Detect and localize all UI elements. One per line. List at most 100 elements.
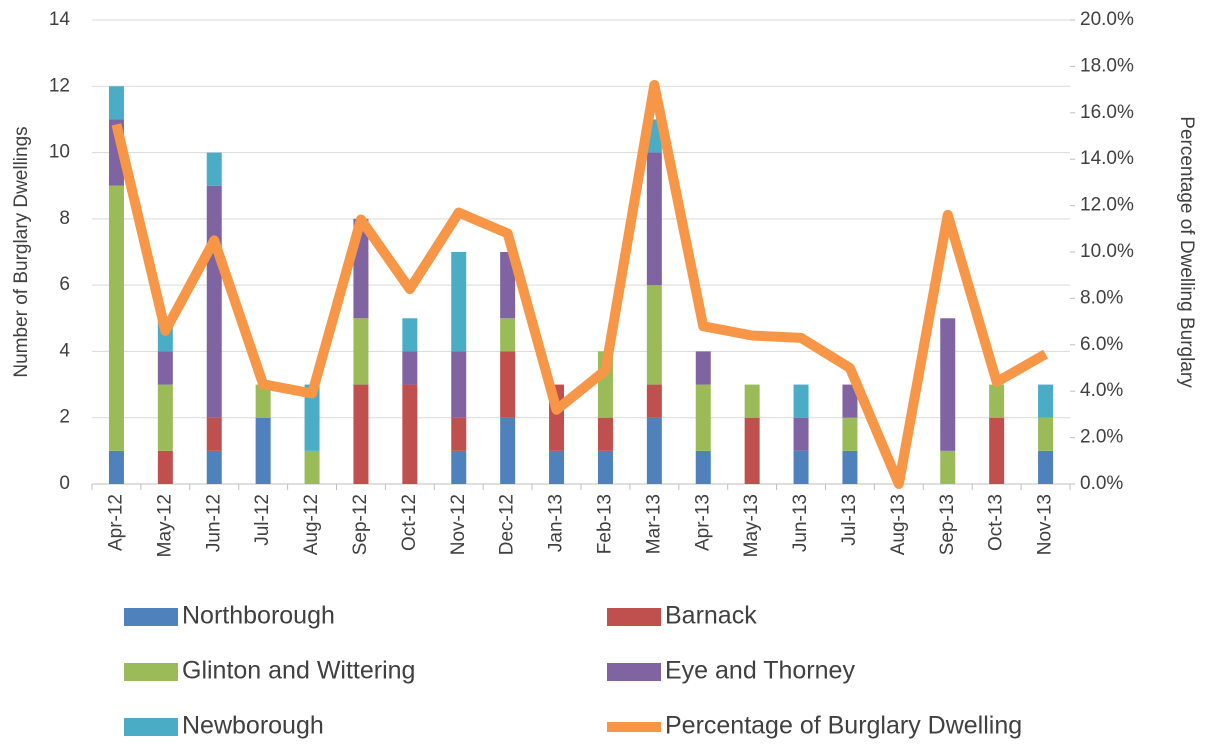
bar-segment bbox=[500, 351, 516, 418]
y2-tick-label: 10.0% bbox=[1080, 241, 1134, 262]
bar-segment bbox=[304, 384, 320, 451]
bar-segment bbox=[744, 417, 760, 484]
y-tick-label: 14 bbox=[49, 9, 71, 30]
bar-segment bbox=[646, 384, 662, 418]
bar-segment bbox=[157, 450, 173, 484]
legend-label: Newborough bbox=[182, 712, 324, 740]
x-tick-label: May-13 bbox=[741, 494, 762, 557]
bar-segment bbox=[646, 152, 662, 286]
bar-segment bbox=[1038, 450, 1054, 484]
x-tick-label: Jan-13 bbox=[546, 494, 567, 552]
y2-tick-label: 20.0% bbox=[1080, 9, 1134, 30]
x-tick-label: Jun-12 bbox=[203, 494, 224, 552]
y2-tick-label: 2.0% bbox=[1080, 427, 1123, 448]
bar-segment bbox=[1038, 417, 1054, 451]
bar-segment bbox=[842, 450, 858, 484]
bar-segment bbox=[793, 417, 809, 451]
y2-tick-label: 12.0% bbox=[1080, 195, 1134, 216]
bar-segment bbox=[500, 417, 516, 484]
bar-segment bbox=[842, 384, 858, 418]
legend-label: Eye and Thorney bbox=[665, 657, 855, 685]
bar-segment bbox=[157, 351, 173, 385]
x-tick-label: Feb-13 bbox=[594, 494, 615, 554]
x-tick-label: Apr-13 bbox=[692, 494, 713, 551]
x-tick-label: Aug-13 bbox=[888, 494, 909, 555]
bar-segment bbox=[744, 384, 760, 418]
x-tick-label: Nov-12 bbox=[448, 494, 469, 555]
bar-segment bbox=[989, 384, 1005, 418]
y-tick-label: 8 bbox=[59, 208, 70, 229]
y2-tick-label: 6.0% bbox=[1080, 334, 1123, 355]
y2-tick-label: 4.0% bbox=[1080, 380, 1123, 401]
bar-segment bbox=[157, 384, 173, 451]
bar-segment bbox=[940, 450, 956, 484]
bar-segment bbox=[842, 417, 858, 451]
x-tick-label: Sep-13 bbox=[937, 494, 958, 555]
bar-segment bbox=[206, 185, 222, 418]
x-tick-label: Aug-12 bbox=[301, 494, 322, 555]
bar-segment bbox=[940, 318, 956, 451]
legend-swatch bbox=[124, 663, 178, 681]
legend: Northborough Barnack Glinton and Wittering… bbox=[124, 602, 1022, 740]
y2-tick-label: 14.0% bbox=[1080, 148, 1134, 169]
bar-segment bbox=[597, 417, 613, 451]
x-tick-label: Jul-12 bbox=[252, 494, 273, 546]
bar-segment bbox=[402, 351, 418, 385]
y2-tick-label: 0.0% bbox=[1080, 473, 1123, 494]
bar-segment bbox=[108, 450, 124, 484]
x-tick-label: Sep-12 bbox=[350, 494, 371, 555]
y-tick-label: 12 bbox=[49, 75, 70, 96]
bar-segment bbox=[695, 384, 711, 451]
legend-label: Barnack bbox=[665, 602, 757, 630]
bar-segment bbox=[500, 252, 516, 319]
bar-segment bbox=[108, 185, 124, 451]
y-axis-title: Number of Burglary Dwellings bbox=[11, 126, 32, 377]
x-tick-label: May-12 bbox=[154, 494, 175, 557]
bar-segment bbox=[695, 450, 711, 484]
x-tick-label: Dec-12 bbox=[497, 494, 518, 555]
bar-segment bbox=[402, 384, 418, 484]
y2-axis-title: Percentage of Dwelling Burglary bbox=[1176, 116, 1197, 388]
x-tick-label: Oct-13 bbox=[986, 494, 1007, 551]
bar-segment bbox=[353, 318, 369, 385]
bar-segment bbox=[206, 417, 222, 451]
y2-tick-label: 8.0% bbox=[1080, 287, 1123, 308]
bar-segment bbox=[206, 450, 222, 484]
bar-segment bbox=[451, 351, 467, 418]
bar-segment bbox=[989, 417, 1005, 484]
y-tick-label: 10 bbox=[49, 142, 70, 163]
legend-swatch bbox=[124, 718, 178, 736]
bar-segment bbox=[793, 450, 809, 484]
bar-segment bbox=[108, 86, 124, 120]
y2-tick-label: 16.0% bbox=[1080, 102, 1134, 123]
bar-segment bbox=[353, 384, 369, 484]
bar-segment bbox=[451, 450, 467, 484]
bar-segment bbox=[646, 285, 662, 385]
legend-label: Percentage of Burglary Dwelling bbox=[665, 712, 1022, 740]
legend-label: Northborough bbox=[182, 602, 335, 630]
line-series bbox=[111, 79, 1049, 489]
x-tick-label: Oct-12 bbox=[399, 494, 420, 551]
y-tick-label: 4 bbox=[59, 340, 70, 361]
x-tick-label: Nov-13 bbox=[1035, 494, 1056, 555]
bar-segment bbox=[304, 450, 320, 484]
y-tick-label: 6 bbox=[59, 274, 70, 295]
bar-segment bbox=[1038, 384, 1054, 418]
bar-segment bbox=[255, 417, 271, 484]
bar-segment bbox=[646, 417, 662, 484]
x-tick-label: Apr-12 bbox=[105, 494, 126, 551]
x-tick-label: Jun-13 bbox=[790, 494, 811, 552]
bar-segment bbox=[402, 318, 418, 352]
bar-segment bbox=[451, 417, 467, 451]
legend-swatch bbox=[124, 608, 178, 626]
bar-segment bbox=[206, 152, 222, 186]
y-tick-label: 2 bbox=[59, 407, 70, 428]
bar-segment bbox=[549, 450, 565, 484]
bar-segment bbox=[597, 450, 613, 484]
bar-segment bbox=[793, 384, 809, 418]
y2-tick-label: 18.0% bbox=[1080, 55, 1134, 76]
legend-swatch bbox=[607, 663, 661, 681]
bar-segment bbox=[255, 384, 271, 418]
legend-swatch bbox=[607, 608, 661, 626]
